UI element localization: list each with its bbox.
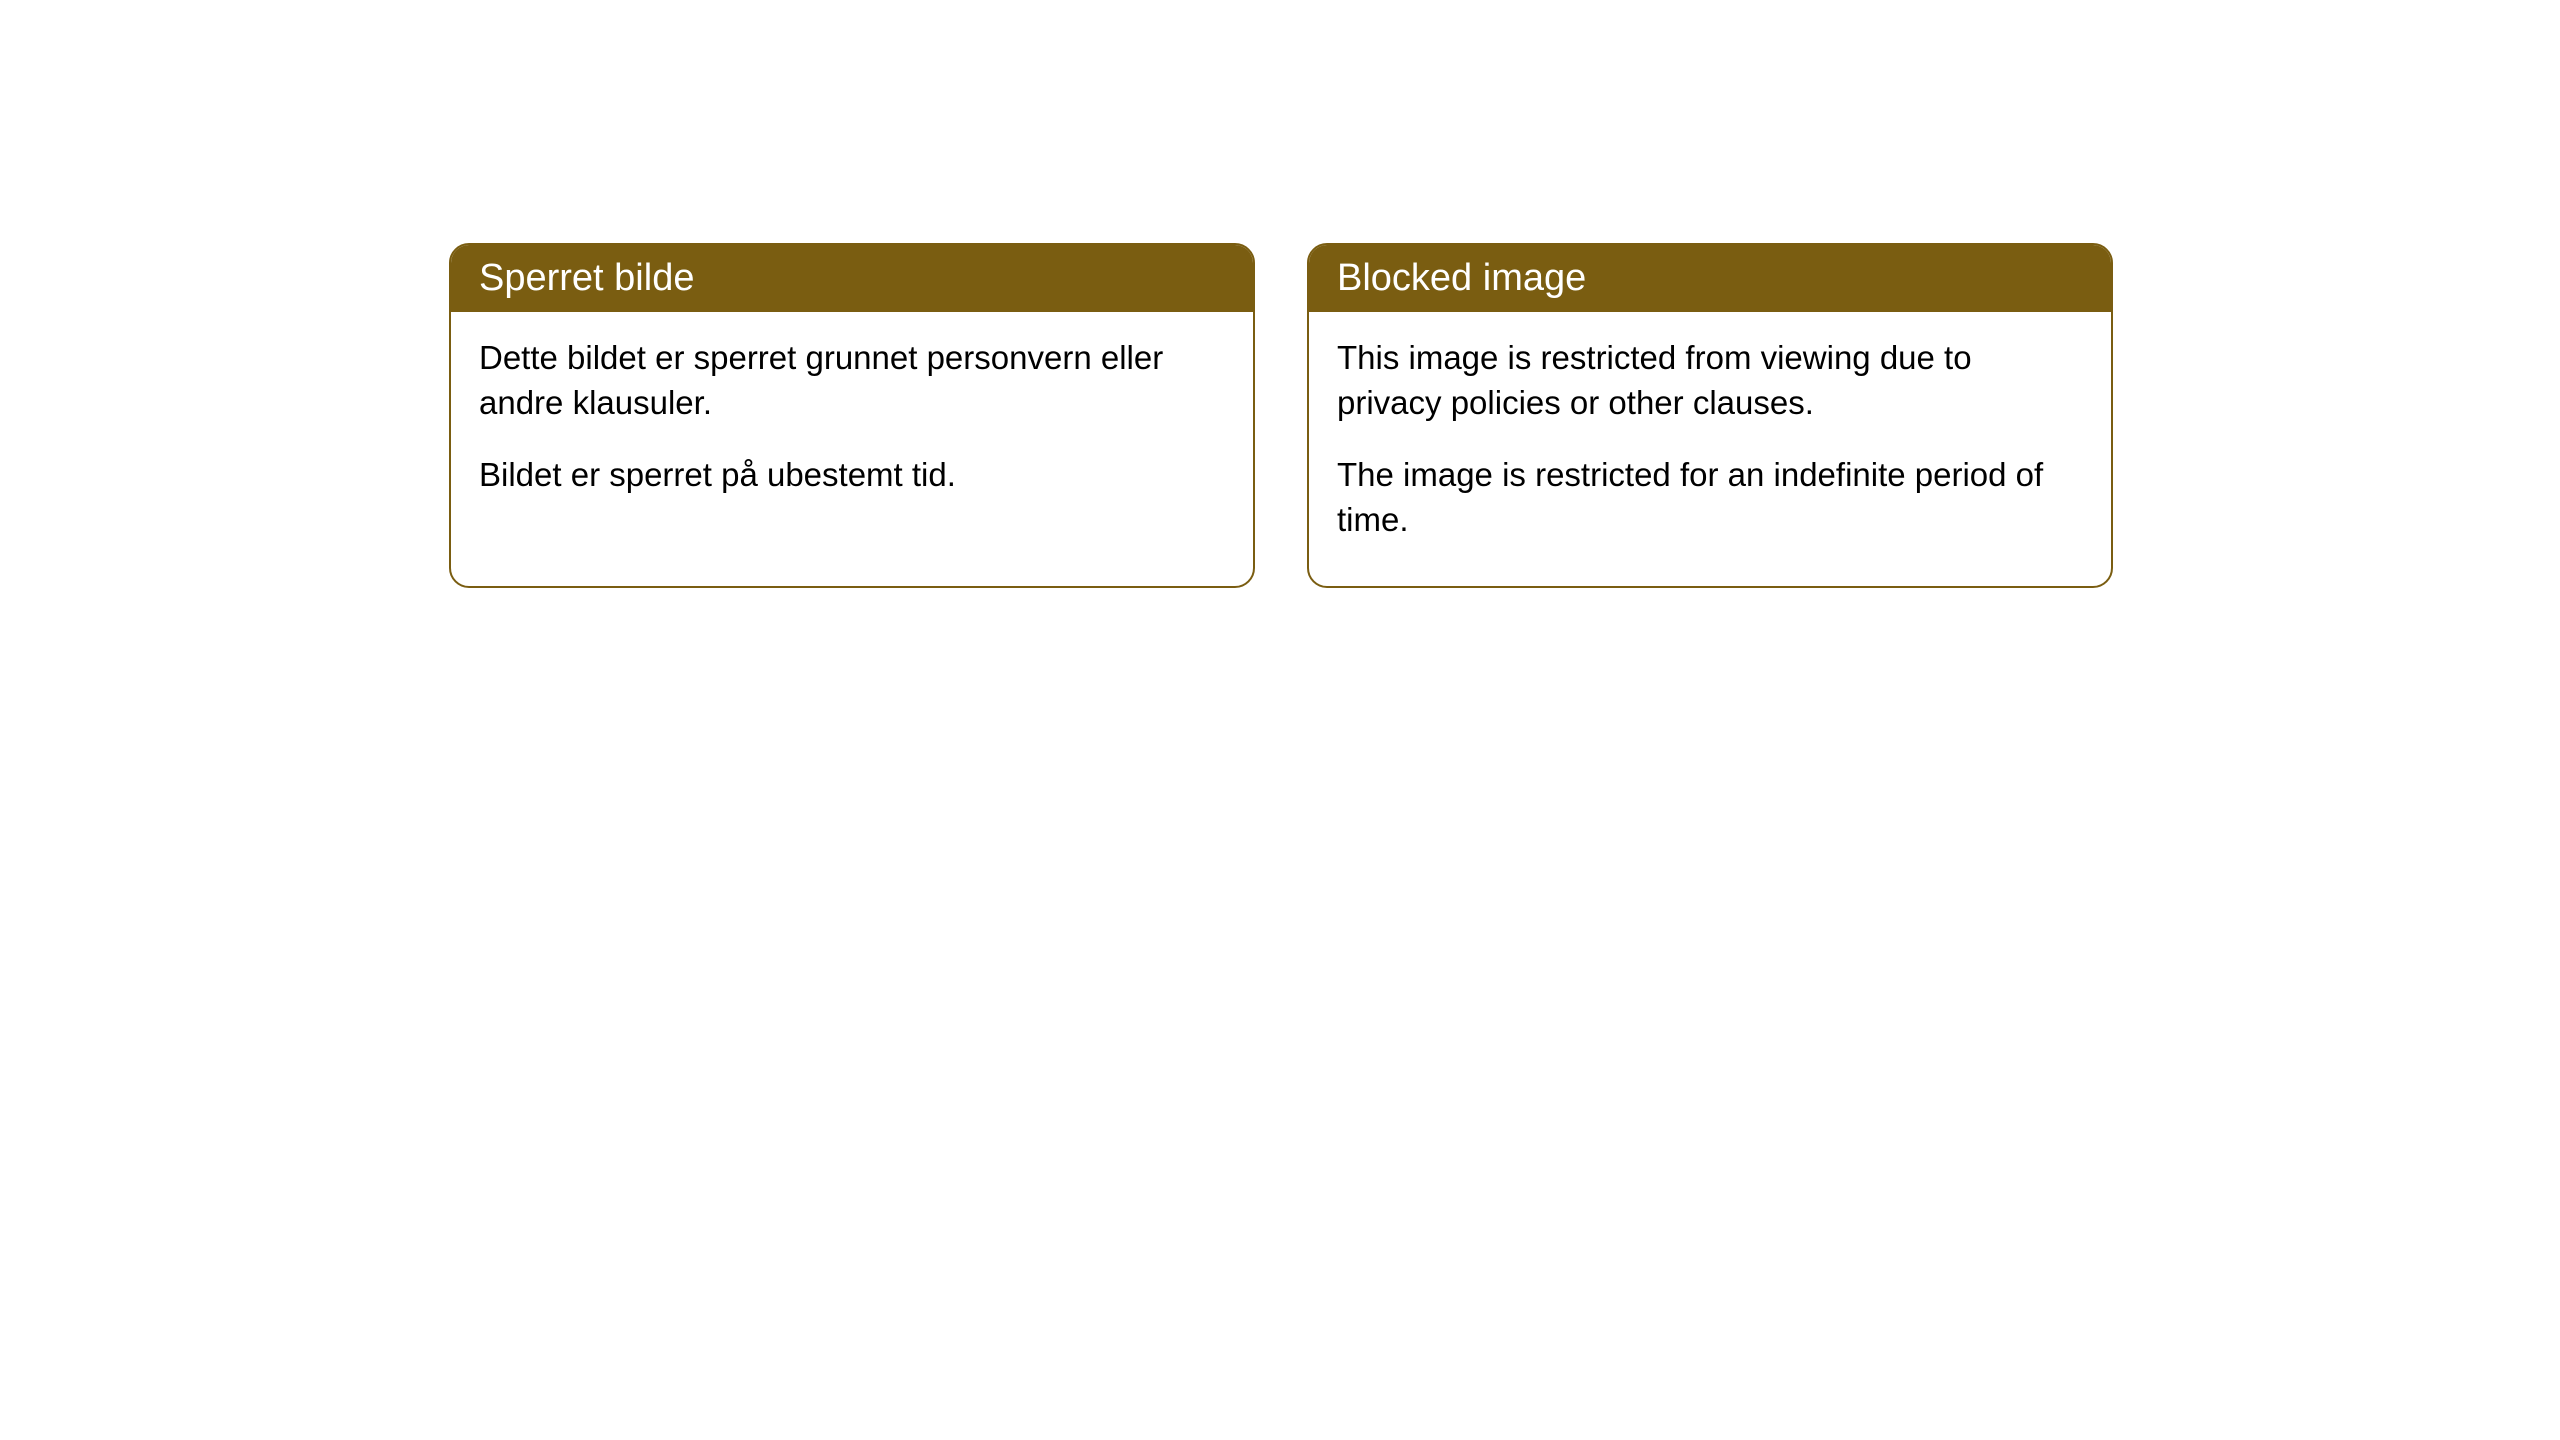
card-header: Blocked image <box>1309 245 2111 312</box>
card-title: Sperret bilde <box>479 257 694 299</box>
card-title: Blocked image <box>1337 257 1586 299</box>
card-paragraph: Dette bildet er sperret grunnet personve… <box>479 336 1225 425</box>
card-body: Dette bildet er sperret grunnet personve… <box>451 312 1253 542</box>
card-header: Sperret bilde <box>451 245 1253 312</box>
card-paragraph: This image is restricted from viewing du… <box>1337 336 2083 425</box>
card-paragraph: The image is restricted for an indefinit… <box>1337 453 2083 542</box>
blocked-image-card-norwegian: Sperret bilde Dette bildet er sperret gr… <box>449 243 1255 588</box>
card-paragraph: Bildet er sperret på ubestemt tid. <box>479 453 1225 498</box>
card-body: This image is restricted from viewing du… <box>1309 312 2111 586</box>
blocked-image-card-english: Blocked image This image is restricted f… <box>1307 243 2113 588</box>
cards-container: Sperret bilde Dette bildet er sperret gr… <box>0 0 2560 588</box>
